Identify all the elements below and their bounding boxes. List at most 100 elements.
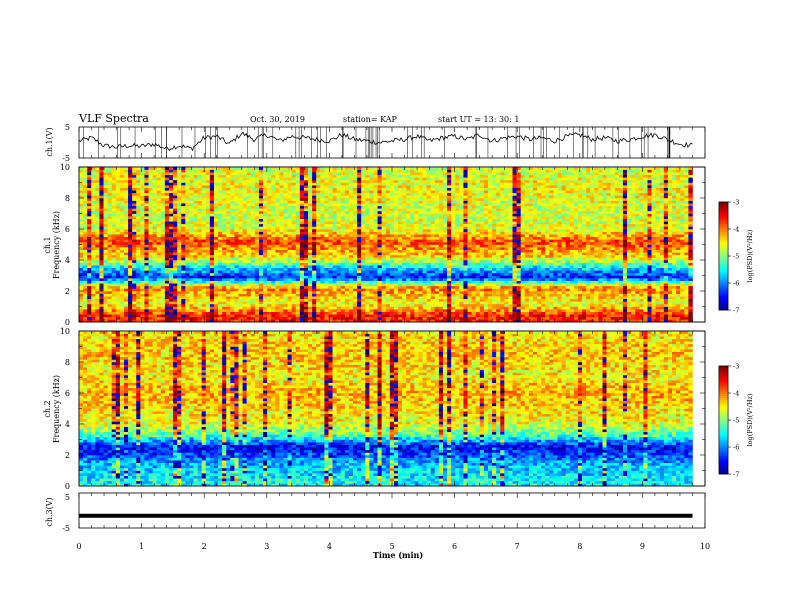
spectrogram-cell <box>79 280 84 284</box>
spectrogram-cell <box>267 270 272 274</box>
spectrogram-cell <box>234 195 239 199</box>
spectrogram-cell <box>385 226 391 230</box>
spectrogram-cell <box>238 267 243 271</box>
spectrogram-cell <box>128 270 133 274</box>
spectrogram-cell <box>164 169 170 173</box>
spectrogram-cell <box>189 241 194 245</box>
spectrogram-cell <box>344 205 350 209</box>
spectrogram-cell <box>369 187 374 191</box>
spectrogram-cell <box>132 210 137 214</box>
spectrogram-cell <box>299 301 305 305</box>
spectrogram-cell <box>119 226 125 230</box>
spectrogram-cell <box>385 285 391 289</box>
spectrogram-cell <box>173 252 178 256</box>
spectrogram-cell <box>136 172 141 176</box>
spectrogram-cell <box>303 260 309 263</box>
spectrogram-cell <box>393 291 399 294</box>
spectrogram-cell <box>168 270 174 274</box>
spectrogram-cell <box>79 200 84 204</box>
spectrogram-cell <box>91 213 96 217</box>
spectrogram-cell <box>254 272 260 276</box>
spectrogram-cell <box>119 236 125 240</box>
spectrogram-cell <box>181 265 186 269</box>
spectrogram-cell <box>181 257 186 261</box>
spectrogram-cell <box>271 192 276 196</box>
spectrogram-cell <box>230 234 235 238</box>
spectrogram-cell <box>160 293 166 297</box>
spectrogram-cell <box>369 244 374 248</box>
spectrogram-cell <box>312 208 317 212</box>
spectrogram-cell <box>91 236 96 240</box>
spectrogram-cell <box>218 265 223 269</box>
spectrogram-cell <box>201 234 207 238</box>
spectrogram-cell <box>250 239 256 243</box>
spectrogram-cell <box>111 314 117 318</box>
spectrogram-cell <box>263 260 268 263</box>
spectrogram-cell <box>271 301 276 305</box>
spectrogram-cell <box>389 275 395 279</box>
spectrogram-cell <box>303 301 309 305</box>
spectrogram-cell <box>381 221 387 225</box>
spectrogram-cell <box>226 316 231 320</box>
spectrogram-cell <box>103 195 108 199</box>
spectrogram-cell <box>152 187 158 191</box>
spectrogram-cell <box>95 270 100 274</box>
spectrogram-cell <box>254 275 260 279</box>
spectrogram-cell <box>373 303 378 307</box>
spectrogram-cell <box>123 198 129 201</box>
spectrogram-cell <box>123 218 129 222</box>
spectrogram-cell <box>357 247 362 250</box>
spectrogram-cell <box>173 185 178 188</box>
date-label: Oct. 30, 2019 <box>250 115 305 124</box>
spectrogram-cell <box>197 239 202 243</box>
spectrogram-cell <box>328 218 333 222</box>
spectrogram-cell <box>173 301 178 305</box>
spectrogram-cell <box>393 229 399 232</box>
spectrogram-cell <box>324 218 329 222</box>
spectrogram-cell <box>377 187 382 191</box>
spectrogram-cell <box>87 185 92 188</box>
spectrogram-cell <box>267 293 272 297</box>
spectrogram-cell <box>344 236 350 240</box>
spectrogram-cell <box>398 169 403 173</box>
spectrogram-cell <box>402 301 407 305</box>
spectrogram-cell <box>328 239 333 243</box>
spectrogram-cell <box>357 167 362 170</box>
spectrogram-cell <box>226 229 231 232</box>
spectrogram-cell <box>119 195 125 199</box>
spectrogram-cell <box>83 283 88 287</box>
spectrogram-cell <box>267 288 272 292</box>
spectrogram-cell <box>316 280 321 284</box>
spectrogram-cell <box>148 229 153 232</box>
spectrogram-cell <box>377 283 382 287</box>
spectrogram-cell <box>246 265 252 269</box>
spectrogram-cell <box>189 179 194 183</box>
spectrogram-cell <box>148 179 153 183</box>
spectrogram-cell <box>230 319 235 323</box>
spectrogram-cell <box>344 293 350 297</box>
spectrogram-cell <box>303 213 309 217</box>
spectrogram-cell <box>168 249 174 253</box>
spectrogram-cell <box>385 314 391 318</box>
spectrogram-cell <box>119 192 125 196</box>
spectrogram-cell <box>312 265 317 269</box>
spectrogram-cell <box>365 208 370 212</box>
spectrogram-cell <box>181 234 186 238</box>
spectrogram-cell <box>320 239 325 243</box>
spectrogram-cell <box>385 234 391 238</box>
spectrogram-cell <box>312 272 317 276</box>
spectrogram-cell <box>205 265 211 269</box>
spectrogram-cell <box>332 231 337 235</box>
spectrogram-cell <box>328 190 333 194</box>
spectrogram-cell <box>83 296 88 300</box>
spectrogram-cell <box>160 213 166 217</box>
spectrogram-cell <box>287 179 292 183</box>
spectrogram-cell <box>303 241 309 245</box>
spectrogram-cell <box>348 272 354 276</box>
spectrogram-cell <box>119 288 125 292</box>
spectrogram-cell <box>271 298 276 302</box>
spectrogram-cell <box>230 177 235 181</box>
spectrogram-cell <box>83 311 88 315</box>
spectrogram-cell <box>336 319 342 323</box>
spectrogram-cell <box>111 198 117 201</box>
